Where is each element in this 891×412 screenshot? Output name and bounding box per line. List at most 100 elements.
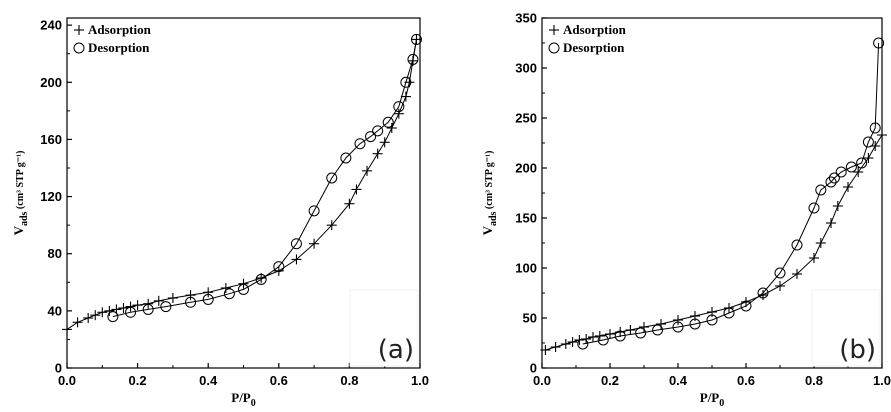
series-desorption (577, 37, 885, 350)
legend-label: Desorption (88, 40, 150, 55)
y-tick-label: 100 (515, 261, 537, 276)
data-point-desorption (185, 296, 197, 308)
data-point-desorption (382, 116, 394, 128)
y-tick-label: 350 (515, 11, 537, 26)
data-point-adsorption (118, 303, 129, 313)
data-point-desorption (845, 161, 857, 173)
legend-marker-circle (73, 42, 85, 54)
legend: Adsorption Desorption (73, 22, 152, 55)
data-point-desorption (125, 306, 137, 318)
data-point-adsorption (639, 322, 649, 332)
data-point-desorption (354, 138, 366, 150)
data-point-adsorption (379, 137, 390, 148)
data-point-adsorption (125, 301, 136, 312)
data-point-desorption (407, 53, 419, 65)
data-point-desorption (597, 334, 609, 346)
data-point-desorption (774, 267, 786, 279)
data-point-desorption (326, 172, 338, 184)
data-point-desorption (757, 287, 769, 299)
data-point-desorption (869, 122, 881, 134)
panel-b: 0.0 0.2 0.4 0.6 0.8 1.0 0 50 100 150 200 250 300 350 P… (480, 11, 891, 410)
panel-label: (a) (378, 335, 414, 365)
series-adsorption (62, 34, 422, 335)
data-point-adsorption (832, 201, 843, 211)
data-point-adsorption (673, 315, 683, 325)
data-point-adsorption (143, 298, 154, 309)
x-tick-label: 0.2 (129, 373, 147, 388)
data-point-desorption (400, 76, 412, 88)
series-desorption (107, 33, 422, 323)
y-axis-title: Vads (cm³ STP g⁻¹) (11, 151, 30, 236)
data-point-adsorption (90, 310, 101, 321)
data-point-desorption (160, 301, 172, 313)
data-point-adsorption (656, 319, 666, 329)
data-point-adsorption (97, 307, 108, 318)
x-tick-label: 0.4 (199, 373, 218, 388)
data-point-desorption (791, 239, 803, 251)
data-point-adsorption (351, 184, 362, 195)
data-point-adsorption (203, 287, 214, 298)
data-point-adsorption (83, 313, 94, 323)
legend-marker-circle (548, 42, 560, 54)
data-point-desorption (723, 307, 735, 319)
legend-label: Desorption (563, 40, 625, 55)
y-tick-label: 40 (48, 303, 62, 318)
data-point-adsorption (104, 305, 115, 316)
data-point-adsorption (540, 345, 551, 355)
data-point-desorption (740, 300, 752, 312)
legend-label: Adsorption (88, 22, 152, 37)
data-point-desorption (808, 202, 820, 214)
y-tick-label: 50 (523, 311, 537, 326)
data-point-adsorption (550, 342, 561, 352)
data-point-adsorption (238, 278, 249, 289)
y-tick-label: 80 (48, 246, 62, 261)
data-point-adsorption (220, 283, 231, 293)
data-point-desorption (614, 330, 626, 342)
data-point-adsorption (153, 295, 164, 306)
data-point-adsorption (843, 182, 853, 192)
x-tick-label: 0.2 (601, 373, 619, 388)
data-point-desorption (202, 293, 214, 305)
data-point-desorption (577, 338, 589, 350)
data-point-adsorption (400, 91, 411, 102)
x-tick-label: 0.4 (669, 373, 688, 388)
x-axis-title: P/P0 (700, 390, 725, 409)
data-point-desorption (365, 131, 377, 143)
x-tick-label: 0.6 (737, 373, 755, 388)
data-point-adsorption (362, 165, 373, 176)
data-point-adsorption (560, 339, 571, 349)
y-tick-label: 0 (530, 361, 537, 376)
data-point-desorption (862, 136, 874, 148)
y-tick-label: 200 (40, 75, 62, 90)
y-tick-label: 120 (40, 189, 62, 204)
data-point-desorption (255, 273, 267, 285)
data-point-adsorption (625, 325, 636, 335)
data-point-desorption (815, 184, 827, 196)
series-line-desorption (112, 39, 417, 318)
y-tick-label: 200 (515, 161, 537, 176)
data-point-desorption (107, 311, 119, 323)
data-point-desorption (652, 324, 664, 336)
data-point-adsorption (588, 332, 598, 342)
data-point-desorption (672, 321, 684, 333)
data-point-desorption (223, 288, 235, 300)
data-point-adsorption (877, 130, 887, 140)
data-point-desorption (410, 33, 422, 45)
data-point-adsorption (344, 198, 355, 209)
data-point-desorption (393, 101, 405, 113)
data-point-desorption (290, 238, 302, 250)
y-axis-title: Vads (cm³ STP g⁻¹) (480, 151, 499, 236)
data-point-adsorption (605, 329, 615, 339)
data-point-adsorption (326, 220, 337, 231)
y-tick-label: 300 (515, 61, 537, 76)
x-axis-title: P/P0 (231, 390, 256, 409)
data-point-desorption (828, 172, 840, 184)
data-point-adsorption (386, 123, 397, 133)
x-tick-label: 1.0 (411, 373, 429, 388)
data-point-desorption (689, 318, 701, 330)
data-point-desorption (142, 303, 154, 315)
series-line-adsorption (66, 39, 417, 330)
data-point-desorption (273, 261, 285, 273)
panel-label: (b) (839, 335, 876, 365)
